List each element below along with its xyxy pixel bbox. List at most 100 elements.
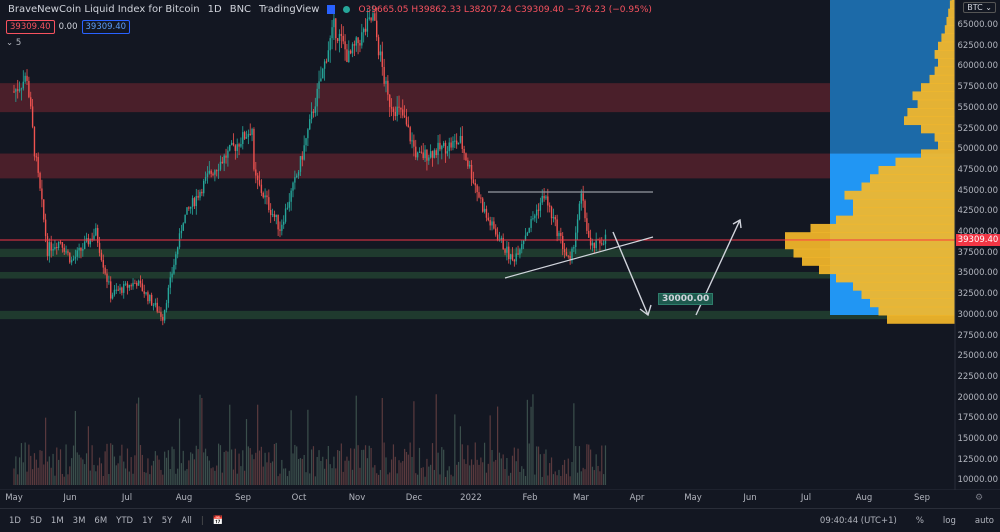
volume-bar [141, 454, 143, 485]
range-button-6m[interactable]: 6M [94, 515, 108, 526]
volume-bar [234, 448, 236, 485]
volume-bar [502, 454, 504, 485]
volume-bar [318, 450, 320, 485]
volume-bar [311, 449, 313, 485]
ascending-trendline[interactable] [504, 236, 654, 279]
flag-icon[interactable] [327, 5, 336, 14]
clock[interactable]: 09:40:44 (UTC+1) [819, 515, 897, 526]
volume-bar [245, 419, 248, 485]
candle [212, 173, 214, 175]
volume-bar [125, 468, 127, 485]
candle [67, 251, 69, 253]
candle [402, 109, 404, 116]
range-button-1y[interactable]: 1Y [142, 515, 153, 526]
volume-bar [329, 464, 331, 485]
date-range-calendar-icon[interactable]: 📅 [212, 515, 224, 526]
settings-gear-icon[interactable]: ⚙ [975, 493, 984, 503]
volume-bar [312, 446, 315, 485]
volume-bar [359, 467, 361, 485]
candle [450, 142, 452, 148]
volume-bar [355, 395, 357, 485]
range-button-1d[interactable]: 1D [9, 515, 21, 526]
volume-profile-bar [785, 240, 955, 250]
volume-profile-bar [921, 149, 955, 159]
volume-bar [418, 447, 421, 485]
volume-bar [100, 463, 103, 485]
range-button-5y[interactable]: 5Y [161, 515, 173, 526]
volume-bar [409, 442, 411, 485]
candle [599, 239, 601, 244]
volume-bar [26, 471, 28, 485]
support-zone[interactable] [0, 310, 955, 320]
volume-bar [45, 417, 47, 485]
candle [331, 27, 333, 39]
volume-bar [523, 468, 525, 485]
volume-bar [385, 457, 387, 485]
volume-bar [292, 453, 294, 485]
range-button-3m[interactable]: 3M [72, 515, 86, 526]
volume-bar [130, 457, 132, 485]
volume-bar [296, 446, 298, 485]
volume-bar [405, 451, 408, 485]
currency-selector[interactable]: BTC ⌄ [963, 2, 996, 13]
volume-bar [225, 450, 227, 485]
candle [573, 247, 575, 249]
volume-bar [63, 476, 65, 485]
sell-price[interactable]: 39309.40 [6, 20, 55, 34]
range-button-all[interactable]: All [181, 515, 192, 526]
support-zone[interactable] [0, 271, 955, 279]
volume-bar [580, 471, 582, 485]
candle [530, 219, 532, 228]
volume-bar [508, 475, 510, 485]
volume-bar [491, 449, 493, 485]
volume-profile-bar [921, 83, 955, 92]
candle [442, 142, 445, 146]
volume-bar [392, 444, 395, 485]
candle [227, 150, 229, 158]
volume-bar [61, 473, 63, 485]
buy-price[interactable]: 39309.40 [81, 20, 131, 34]
price-chart[interactable] [0, 0, 1000, 490]
resistance-zone[interactable] [0, 83, 955, 113]
candle [541, 195, 543, 203]
indicators-toggle[interactable]: ⌄ 5 [6, 38, 21, 48]
time-axis-label: Apr [629, 493, 645, 503]
range-button-1m[interactable]: 1M [50, 515, 64, 526]
candle [426, 149, 428, 161]
candle [496, 234, 499, 241]
range-button-ytd[interactable]: YTD [116, 515, 134, 526]
volume-bar [97, 465, 99, 485]
candle [150, 294, 153, 306]
candle [230, 142, 233, 145]
volume-bar [396, 473, 398, 485]
volume-bar [364, 445, 367, 485]
target-price-label[interactable]: 30000.00 [658, 293, 714, 305]
symbol-name[interactable]: BraveNewCoin Liquid Index for Bitcoin [8, 4, 200, 15]
candle [56, 247, 58, 249]
candle [61, 242, 64, 248]
candle [446, 151, 449, 154]
volume-bar [190, 452, 192, 485]
price-axis-label: 50000.00 [957, 144, 998, 155]
auto-toggle[interactable]: auto [974, 515, 994, 526]
volume-profile-bar [853, 207, 955, 217]
resistance-zone[interactable] [0, 153, 955, 179]
volume-profile-bar [878, 165, 955, 175]
log-toggle[interactable]: log [942, 515, 956, 526]
volume-bar [441, 447, 443, 485]
candle [576, 219, 579, 233]
candle [431, 151, 434, 158]
candle [314, 106, 317, 113]
range-button-5d[interactable]: 5D [29, 515, 42, 526]
support-zone[interactable] [0, 248, 955, 258]
candle [17, 89, 19, 91]
time-axis-label: 2022 [460, 493, 482, 503]
candle [424, 149, 426, 159]
candle [377, 37, 380, 56]
volume-bar [510, 472, 512, 485]
percent-toggle[interactable]: % [915, 515, 924, 526]
volume-profile-bar [887, 315, 955, 324]
candle [550, 206, 553, 219]
down-arrow[interactable] [612, 231, 652, 317]
volume-bar [13, 468, 15, 485]
